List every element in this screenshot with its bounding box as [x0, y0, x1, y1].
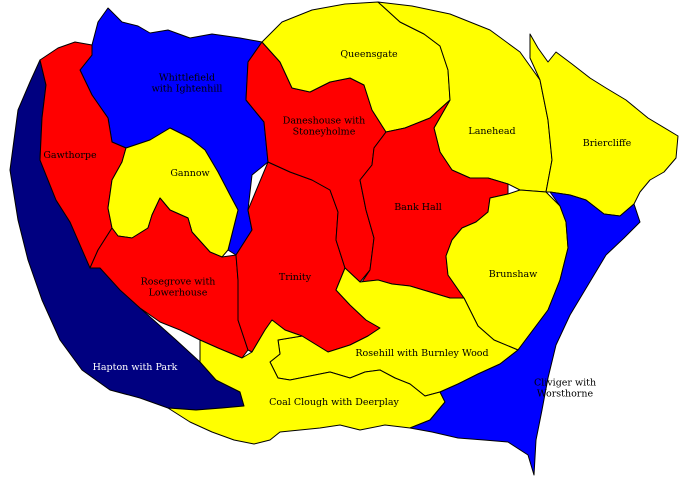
ward-label-line: Bank Hall	[394, 202, 442, 213]
label-bank-hall: Bank Hall	[394, 202, 442, 213]
label-lanehead: Lanehead	[468, 126, 515, 137]
ward-label-line: Rosehill with Burnley Wood	[355, 348, 488, 359]
ward-cliviger[interactable]	[409, 191, 641, 476]
ward-label-line: Trinity	[279, 272, 312, 283]
ward-label-line: with Ightenhill	[152, 84, 223, 95]
label-cliviger: Cliviger with Worsthorne	[534, 378, 596, 400]
ward-label-line: Worsthorne	[537, 389, 594, 400]
ward-label-line: Daneshouse with	[283, 116, 365, 127]
ward-label-line: Cliviger with	[534, 378, 596, 389]
label-gawthorpe: Gawthorpe	[43, 150, 97, 161]
ward-label-line: Gannow	[170, 168, 209, 179]
label-rosehill: Rosehill with Burnley Wood	[355, 348, 488, 359]
ward-label-line: Lanehead	[468, 126, 515, 137]
ward-label-line: Hapton with Park	[93, 362, 178, 373]
ward-label-line: Rosegrove with	[141, 277, 216, 288]
ward-briercliffe[interactable]	[529, 33, 679, 217]
ward-label-line: Coal Clough with Deerplay	[269, 397, 399, 408]
label-queensgate: Queensgate	[340, 49, 398, 60]
label-hapton: Hapton with Park	[93, 362, 178, 373]
ward-label-line: Lowerhouse	[149, 288, 208, 299]
label-gannow: Gannow	[170, 168, 209, 179]
ward-rosegrove[interactable]	[89, 197, 249, 359]
label-whittlefield: Whittlefield with Ightenhill	[152, 73, 223, 95]
ward-label-line: Queensgate	[340, 49, 398, 60]
ward-label-line: Brunshaw	[489, 269, 538, 280]
ward-label-line: Gawthorpe	[43, 150, 97, 161]
ward-label-line: Stoneyholme	[293, 127, 356, 138]
ward-label-line: Whittlefield	[159, 73, 215, 84]
label-coal-clough: Coal Clough with Deerplay	[269, 397, 399, 408]
label-briercliffe: Briercliffe	[583, 138, 632, 149]
ward-labels: Whittlefield with Ightenhill Gawthorpe Ga…	[43, 49, 631, 408]
label-brunshaw: Brunshaw	[489, 269, 538, 280]
label-trinity: Trinity	[279, 272, 312, 283]
ward-label-line: Briercliffe	[583, 138, 632, 149]
label-daneshouse: Daneshouse with Stoneyholme	[283, 116, 365, 138]
label-rosegrove: Rosegrove with Lowerhouse	[141, 277, 216, 299]
